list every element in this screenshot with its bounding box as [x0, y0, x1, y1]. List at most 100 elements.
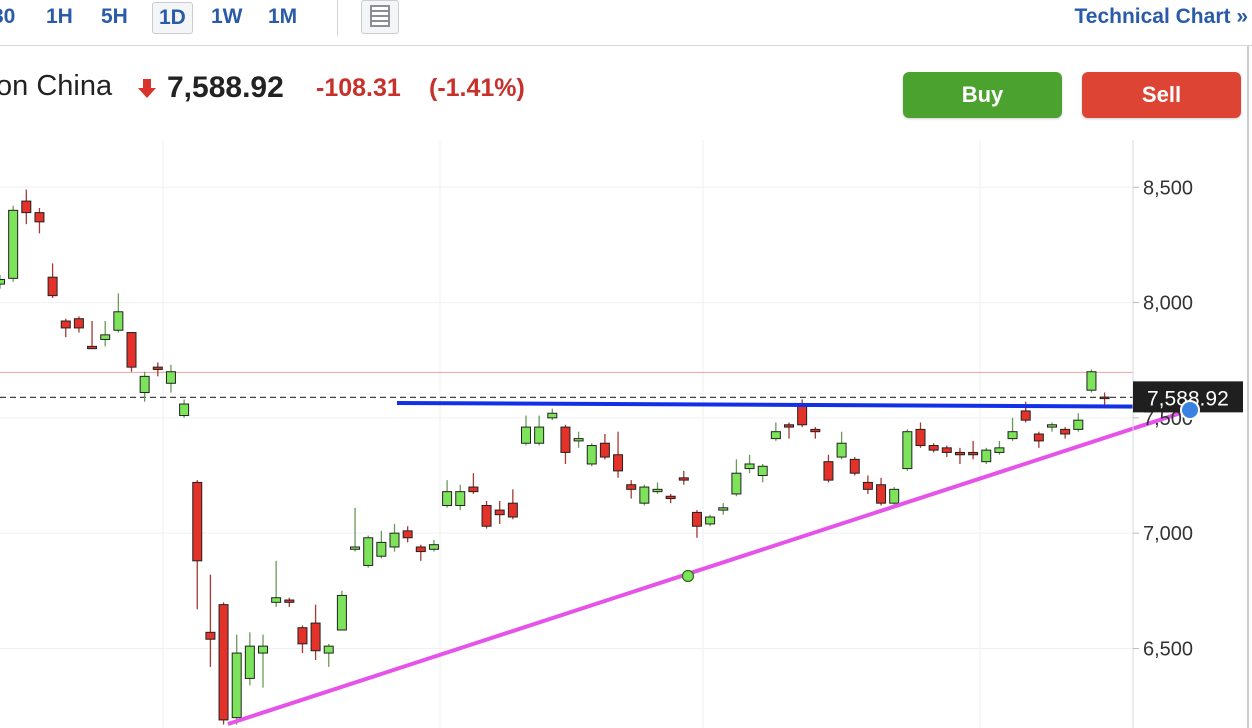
- candle-body: [941, 447, 952, 453]
- candle-body: [665, 495, 676, 500]
- sell-button[interactable]: Sell: [1082, 72, 1241, 118]
- candle-body: [284, 599, 295, 603]
- candle-body: [586, 445, 597, 465]
- quote-name: on China: [0, 70, 113, 102]
- candle-body: [442, 491, 453, 506]
- candle-body: [310, 622, 321, 652]
- candle-body: [560, 426, 571, 453]
- candle-body: [968, 451, 979, 456]
- interval-tab[interactable]: 1M: [268, 5, 298, 28]
- candle-body: [350, 546, 361, 550]
- candle-body: [1073, 419, 1084, 430]
- candle-body: [100, 334, 111, 340]
- candle-body: [481, 504, 492, 527]
- candle-body: [231, 652, 242, 719]
- candle-body: [876, 484, 887, 504]
- candle-body: [784, 424, 794, 428]
- candle-body: [770, 431, 781, 440]
- candle-body: [1099, 396, 1110, 400]
- quote-change-percent: (-1.41%): [429, 74, 525, 102]
- candle-body: [744, 463, 755, 470]
- candle-body: [862, 481, 873, 490]
- technical-chart-link[interactable]: Technical Chart »: [1074, 5, 1249, 28]
- interval-tab[interactable]: 5H: [101, 5, 128, 28]
- candle-body: [126, 332, 137, 368]
- candle-body: [981, 449, 992, 463]
- candle-body: [271, 597, 282, 603]
- candle-body: [652, 488, 663, 493]
- candle-body: [8, 209, 19, 279]
- candle-body: [258, 645, 268, 654]
- y-tick-label: 8,500: [1143, 177, 1193, 199]
- candle-body: [836, 442, 847, 458]
- icon-glyph: [370, 5, 390, 27]
- divider: [337, 0, 338, 36]
- candle-body: [757, 465, 768, 477]
- candle-body: [928, 445, 939, 451]
- candle-body: [705, 516, 716, 525]
- candle-body: [902, 431, 913, 470]
- candle-body: [613, 454, 624, 472]
- y-tick-label: 8,000: [1143, 293, 1193, 315]
- resistance-line[interactable]: [396, 401, 1213, 409]
- candle-body: [823, 461, 834, 481]
- candle-body: [218, 604, 229, 721]
- interval-tab[interactable]: 1W: [211, 5, 243, 28]
- candle-body: [534, 426, 545, 444]
- candle-body: [494, 509, 505, 516]
- candle-body: [626, 484, 637, 490]
- quote-price: 7,588.92: [167, 71, 284, 104]
- layout-icon[interactable]: [361, 0, 399, 34]
- candle-body: [415, 546, 426, 553]
- candle-body: [1047, 424, 1057, 428]
- interval-tab[interactable]: 1H: [46, 5, 73, 28]
- candle-body: [244, 645, 255, 679]
- candle-body: [60, 320, 71, 329]
- candle-body: [336, 594, 347, 631]
- candle-body: [402, 530, 413, 539]
- candle-body: [810, 428, 821, 433]
- candle-body: [21, 200, 32, 214]
- candle-body: [547, 412, 558, 419]
- candle-body: [1086, 371, 1097, 391]
- candle-body: [507, 502, 518, 518]
- candle-body: [192, 481, 203, 562]
- down-arrow: [138, 79, 156, 98]
- candle-body: [73, 318, 84, 329]
- candle-body: [889, 488, 900, 504]
- candle-body: [139, 375, 150, 393]
- candle-body: [205, 631, 216, 640]
- candle-body: [797, 405, 808, 426]
- candle-body: [428, 544, 439, 550]
- candle-body: [1020, 410, 1031, 421]
- quote-change: -108.31: [316, 74, 401, 102]
- candle-body: [323, 645, 334, 654]
- candle-body: [363, 537, 374, 566]
- candle-body: [954, 451, 965, 456]
- line-handle[interactable]: [1180, 400, 1200, 420]
- candle-body: [599, 442, 610, 458]
- candle-body: [87, 345, 98, 350]
- candle-body: [152, 366, 163, 370]
- candle-body: [731, 472, 742, 495]
- candle-body: [1007, 431, 1018, 440]
- candle-body: [849, 458, 860, 474]
- interval-tab[interactable]: 30: [0, 5, 16, 28]
- support-line[interactable]: [227, 408, 1191, 726]
- candle-body: [718, 507, 729, 511]
- candle-body: [47, 276, 58, 297]
- interval-tab[interactable]: 1D: [152, 2, 193, 34]
- candle-body: [468, 486, 479, 493]
- line-handle[interactable]: [681, 569, 695, 583]
- candle-body: [389, 532, 400, 548]
- buy-button[interactable]: Buy: [903, 72, 1062, 118]
- candles: [0, 189, 1110, 725]
- candle-body: [678, 477, 689, 481]
- chart: 6,500 7,000 7,500 8,000 8,500 7,588.92: [0, 140, 1243, 728]
- candle-body: [0, 279, 5, 285]
- candle-body: [455, 491, 466, 506]
- candle-body: [1033, 433, 1044, 442]
- vertical-grid: [162, 140, 981, 728]
- right-border: [1247, 46, 1249, 728]
